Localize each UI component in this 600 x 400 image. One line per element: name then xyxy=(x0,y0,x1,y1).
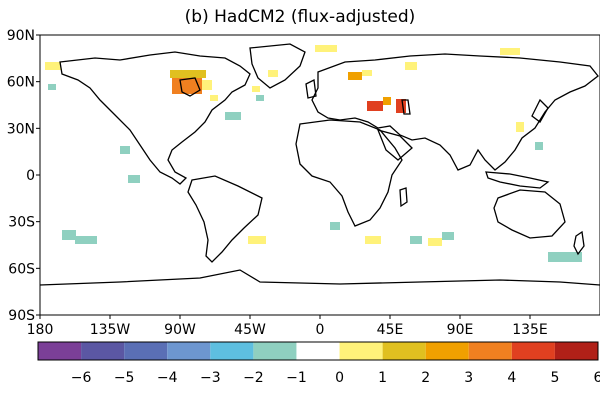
anomaly-cell-so-1 xyxy=(248,236,266,244)
lon-tick-label: 135W xyxy=(90,322,131,338)
lat-tick-label: 60N xyxy=(7,75,35,91)
coastline-africa xyxy=(295,119,403,227)
anomaly-cell-na-low xyxy=(210,95,218,101)
lat-tick-label: 30S xyxy=(8,215,35,231)
lon-tick-label: 135E xyxy=(512,322,548,338)
colorbar-swatch xyxy=(511,342,555,360)
coastline-new-zealand xyxy=(573,230,585,256)
longitude-axis: 180 135W 90W 45W 0 45E 90E 135E xyxy=(27,315,548,338)
anomaly-cell-arctic-2 xyxy=(405,62,417,70)
anomaly-cell-neg-9 xyxy=(548,252,582,262)
anomaly-cell-arctic-4 xyxy=(268,70,278,77)
colorbar-label: −4 xyxy=(157,370,178,386)
anomaly-cell-eu-north xyxy=(348,72,362,80)
coastline-uk xyxy=(305,79,317,99)
colorbar-label: 3 xyxy=(464,370,473,386)
lat-tick-label: 90S xyxy=(8,308,35,324)
anomaly-cell-neg-12 xyxy=(535,142,543,150)
colorbar-label: −3 xyxy=(200,370,221,386)
colorbar-labels: −6 −5 −4 −3 −2 −1 0 1 2 3 4 5 6 xyxy=(71,370,600,386)
coastline-australia xyxy=(493,189,566,239)
anomaly-cell-na-edge xyxy=(202,80,212,90)
colorbar-label: −2 xyxy=(243,370,264,386)
colorbar-swatch xyxy=(38,342,82,360)
lat-tick-label: 30N xyxy=(7,121,35,137)
colorbar-swatch xyxy=(339,342,383,360)
coastline-japan xyxy=(531,98,549,123)
coastline-eurasia xyxy=(311,53,599,171)
colorbar-swatch xyxy=(210,342,254,360)
anomaly-cell-eu-north2 xyxy=(362,70,372,76)
anomaly-cell-neg-6 xyxy=(330,222,340,230)
colorbar-swatch xyxy=(296,342,340,360)
coastlines xyxy=(39,43,600,286)
anomaly-cell-arctic-3 xyxy=(500,48,520,55)
coastline-antarctica xyxy=(39,269,600,286)
lon-tick-label: 90W xyxy=(164,322,196,338)
map-title: (b) HadCM2 (flux-adjusted) xyxy=(184,7,416,27)
anomaly-cell-so-3 xyxy=(428,238,442,246)
colorbar-swatch xyxy=(468,342,512,360)
anomaly-cell-neg-10 xyxy=(48,84,56,90)
anomaly-cell-neg-4 xyxy=(128,175,140,183)
coastline-greenland xyxy=(249,43,306,89)
anomaly-cell-neg-11 xyxy=(256,95,264,101)
anomaly-cell-neg-2 xyxy=(75,236,97,244)
anomaly-cell-arctic-5 xyxy=(45,62,61,70)
colorbar-label: 1 xyxy=(378,370,387,386)
lon-tick-label: 0 xyxy=(316,322,325,338)
colorbar xyxy=(37,341,599,361)
colorbar-label: 4 xyxy=(507,370,516,386)
anomaly-cell-neg-1 xyxy=(62,230,76,240)
anomaly-cell-eu-core xyxy=(367,101,383,111)
lon-tick-label: 90E xyxy=(447,322,474,338)
anomaly-cell-arctic-1 xyxy=(315,45,337,52)
colorbar-label: 6 xyxy=(594,370,600,386)
colorbar-swatch xyxy=(425,342,469,360)
lat-tick-label: 60S xyxy=(8,261,35,277)
colorbar-swatch xyxy=(81,342,125,360)
colorbar-label: 0 xyxy=(335,370,344,386)
colorbar-swatch xyxy=(554,342,598,360)
lat-tick-label: 0 xyxy=(26,168,35,184)
anomaly-cell-na-top xyxy=(170,70,206,78)
anomaly-cell-wp xyxy=(516,122,524,132)
colorbar-frame xyxy=(37,341,599,361)
anomaly-cell-neg-5 xyxy=(225,112,241,120)
lon-tick-label: 45W xyxy=(234,322,266,338)
coastline-south-america xyxy=(187,175,263,263)
latitude-axis: 90N 60N 30N 0 30S 60S 90S xyxy=(7,28,40,324)
coastline-hudson-bay xyxy=(179,77,201,97)
anomaly-cell-neg-8 xyxy=(442,232,454,240)
colorbar-label: −6 xyxy=(71,370,92,386)
colorbar-swatch xyxy=(167,342,211,360)
colorbar-swatch xyxy=(124,342,168,360)
anomaly-cell-arctic-6 xyxy=(252,86,260,92)
anomaly-cell-neg-3 xyxy=(120,146,130,154)
anomaly-cell-eu-east xyxy=(383,97,391,105)
lon-tick-label: 180 xyxy=(27,322,54,338)
colorbar-label: −1 xyxy=(286,370,307,386)
lat-tick-label: 90N xyxy=(7,28,35,44)
anomaly-cell-eu-2 xyxy=(396,99,406,113)
colorbar-swatch xyxy=(382,342,426,360)
colorbar-label: 5 xyxy=(550,370,559,386)
coastline-caspian xyxy=(401,99,411,115)
coastline-arabia xyxy=(376,129,413,161)
colorbar-label: −5 xyxy=(114,370,135,386)
anomaly-cell-neg-7 xyxy=(410,236,422,244)
coastline-madagascar xyxy=(399,187,408,208)
anomaly-cell-so-2 xyxy=(365,236,381,244)
coastline-north-america xyxy=(59,51,251,185)
lon-tick-label: 45E xyxy=(377,322,404,338)
colorbar-swatch xyxy=(253,342,297,360)
coastline-indonesia xyxy=(485,171,550,189)
colorbar-label: 2 xyxy=(421,370,430,386)
